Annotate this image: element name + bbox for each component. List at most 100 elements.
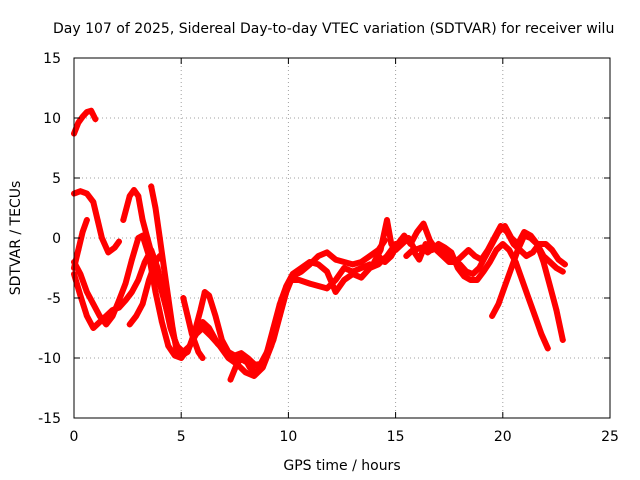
data-point-marker bbox=[493, 247, 500, 253]
data-point-marker bbox=[388, 253, 395, 259]
data-point-marker bbox=[448, 249, 455, 256]
data-point-marker bbox=[83, 289, 90, 295]
data-point-marker bbox=[414, 229, 421, 235]
chart-title: Day 107 of 2025, Sidereal Day-to-day VTE… bbox=[53, 21, 614, 37]
data-point-marker bbox=[525, 295, 532, 301]
data-point-marker bbox=[561, 261, 568, 268]
data-point-marker bbox=[218, 337, 225, 343]
data-point-marker bbox=[240, 352, 247, 359]
data-point-marker bbox=[133, 313, 140, 319]
x-tick-label: 20 bbox=[494, 429, 512, 445]
data-point-marker bbox=[439, 253, 446, 259]
data-point-marker bbox=[83, 217, 90, 223]
data-point-marker bbox=[77, 292, 84, 299]
data-point-marker bbox=[555, 256, 562, 263]
data-point-marker bbox=[116, 304, 123, 311]
data-point-marker bbox=[366, 253, 373, 259]
data-point-marker bbox=[420, 220, 427, 227]
data-point-marker bbox=[401, 232, 408, 239]
data-point-marker bbox=[296, 277, 303, 283]
data-point-marker bbox=[403, 253, 410, 259]
data-point-marker bbox=[315, 261, 322, 268]
data-point-marker bbox=[184, 313, 191, 319]
data-point-marker bbox=[454, 265, 461, 271]
data-point-marker bbox=[98, 235, 105, 241]
data-point-marker bbox=[223, 349, 230, 355]
data-point-marker bbox=[246, 364, 253, 371]
data-point-marker bbox=[96, 319, 103, 325]
data-point-marker bbox=[227, 376, 234, 383]
data-point-marker bbox=[156, 235, 163, 241]
data-point-marker bbox=[461, 273, 468, 280]
data-point-marker bbox=[148, 247, 155, 253]
data-point-marker bbox=[486, 259, 493, 265]
data-point-marker bbox=[75, 247, 82, 253]
data-point-marker bbox=[88, 107, 95, 114]
data-point-marker bbox=[441, 244, 448, 251]
data-point-marker bbox=[508, 265, 515, 271]
data-point-marker bbox=[484, 247, 491, 253]
data-point-marker bbox=[465, 247, 472, 253]
data-point-marker bbox=[371, 259, 378, 265]
data-point-marker bbox=[523, 253, 530, 259]
data-point-marker bbox=[341, 277, 348, 283]
axis-ticks bbox=[73, 57, 611, 419]
data-point-marker bbox=[259, 361, 266, 367]
data-point-marker bbox=[139, 301, 146, 307]
data-point-marker bbox=[178, 355, 185, 361]
data-point-marker bbox=[501, 283, 508, 289]
data-point-marker bbox=[489, 313, 496, 319]
data-point-marker bbox=[79, 229, 86, 235]
data-point-marker bbox=[446, 259, 453, 265]
x-tick-label: 15 bbox=[387, 429, 405, 445]
data-point-marker bbox=[146, 277, 153, 283]
data-point-marker bbox=[206, 325, 213, 331]
x-tick-label: 10 bbox=[279, 429, 297, 445]
data-point-marker bbox=[298, 265, 305, 271]
data-point-marker bbox=[519, 277, 526, 283]
series-trace-5 bbox=[71, 241, 399, 369]
data-point-marker bbox=[105, 249, 112, 256]
y-tick-label: 10 bbox=[43, 111, 61, 127]
data-point-marker bbox=[193, 325, 200, 331]
data-point-marker bbox=[538, 331, 545, 337]
data-point-marker bbox=[549, 247, 556, 253]
data-point-marker bbox=[358, 259, 365, 265]
x-tick-labels: 0 5 10 15 20 25 bbox=[70, 429, 619, 445]
data-point-marker bbox=[394, 241, 401, 247]
series-trace-1 bbox=[71, 107, 99, 137]
series-trace-13 bbox=[403, 241, 551, 352]
data-point-marker bbox=[135, 235, 142, 241]
data-point-marker bbox=[409, 247, 416, 253]
data-point-marker bbox=[214, 340, 221, 347]
series-trace-9 bbox=[148, 183, 180, 355]
data-point-marker bbox=[497, 223, 504, 229]
data-point-marker bbox=[158, 319, 165, 325]
data-point-marker bbox=[546, 283, 553, 289]
data-point-marker bbox=[514, 247, 521, 253]
data-point-marker bbox=[83, 109, 90, 115]
data-point-marker bbox=[527, 235, 534, 241]
data-point-marker bbox=[323, 249, 330, 256]
x-tick-label: 25 bbox=[601, 429, 619, 445]
data-point-marker bbox=[315, 283, 322, 289]
data-point-marker bbox=[349, 271, 356, 277]
series-trace-10 bbox=[180, 295, 206, 361]
data-point-marker bbox=[478, 256, 485, 263]
data-point-marker bbox=[375, 261, 382, 268]
y-tick-label: -15 bbox=[38, 411, 61, 427]
data-point-marker bbox=[407, 241, 414, 247]
data-point-marker bbox=[116, 238, 123, 245]
data-point-marker bbox=[148, 183, 155, 190]
data-point-marker bbox=[476, 265, 483, 271]
data-point-marker bbox=[122, 297, 129, 304]
data-point-marker bbox=[349, 261, 356, 268]
data-point-marker bbox=[323, 268, 330, 275]
data-point-marker bbox=[315, 253, 322, 259]
data-point-marker bbox=[90, 325, 97, 331]
data-point-marker bbox=[199, 319, 206, 325]
data-point-marker bbox=[201, 289, 208, 295]
data-point-marker bbox=[529, 249, 536, 256]
data-point-marker bbox=[90, 301, 97, 307]
